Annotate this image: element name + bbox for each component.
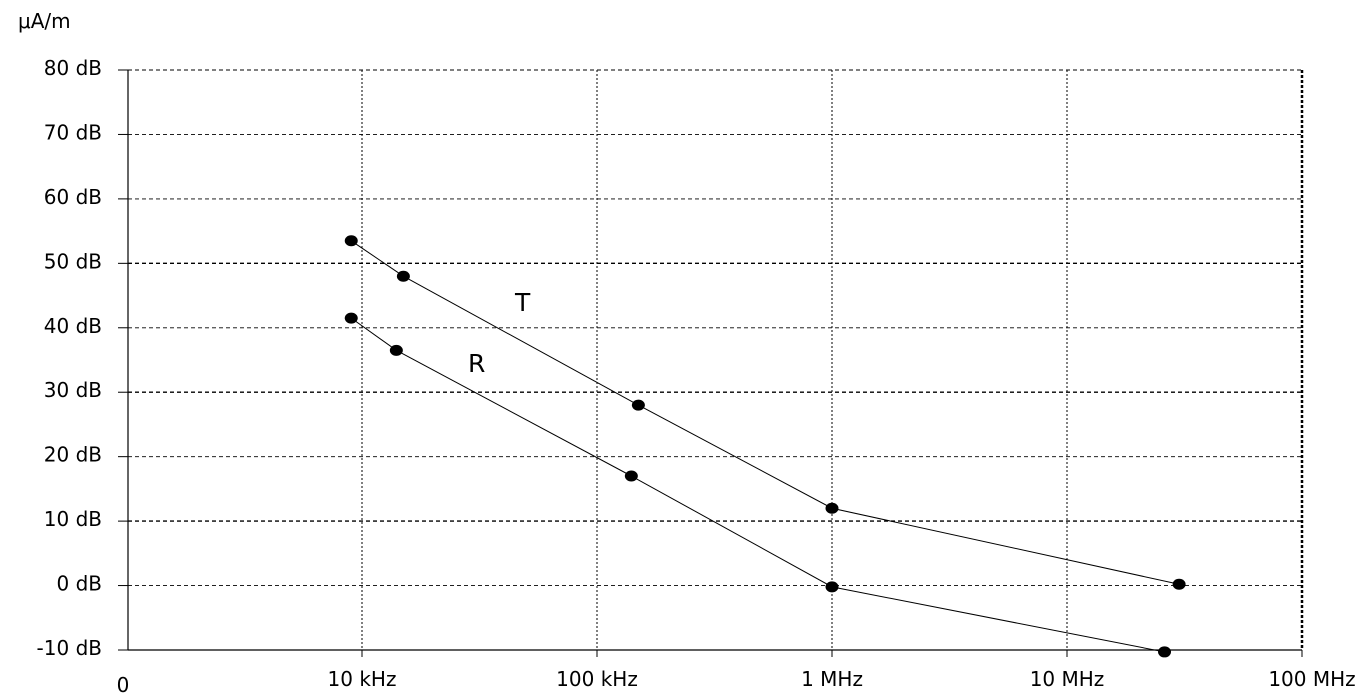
data-point (825, 502, 839, 514)
y-tick-label: 50 dB (44, 249, 102, 273)
y-tick-label: 70 dB (44, 120, 102, 144)
axes (118, 69, 1303, 657)
y-tick-label: 0 dB (57, 572, 103, 596)
data-point (631, 399, 645, 411)
tick-labels: 80 dB 70 dB 60 dB 50 dB 40 dB 30 dB 20 dB 10 dB… (37, 56, 1356, 697)
grid (128, 69, 1304, 650)
y-tick-label: 80 dB (44, 56, 102, 80)
data-point (389, 344, 403, 356)
y-tick-label: 20 dB (44, 443, 102, 467)
y-tick-label: 40 dB (44, 314, 102, 338)
x-tick-label: 0 (117, 673, 130, 697)
series: TR (344, 235, 1186, 658)
y-tick-label: 10 dB (44, 507, 102, 531)
x-tick-label: 10 MHz (1030, 667, 1105, 691)
x-tick-label: 100 MHz (1268, 667, 1355, 691)
y-tick-label: 60 dB (44, 185, 102, 209)
data-point (1158, 646, 1172, 658)
series-line-T (350, 240, 1180, 585)
x-tick-label: 1 MHz (801, 667, 863, 691)
x-tick-label: 10 kHz (328, 667, 397, 691)
data-point (344, 312, 358, 324)
y-tick-label: 30 dB (44, 378, 102, 402)
y-tick-label: -10 dB (37, 636, 102, 660)
x-tick-label: 100 kHz (556, 667, 638, 691)
series-label-T: T (514, 288, 531, 317)
data-point (1172, 578, 1186, 590)
data-point (396, 270, 410, 282)
data-point (825, 581, 839, 593)
data-point (344, 235, 358, 247)
data-point (624, 470, 638, 482)
series-label-R: R (468, 349, 485, 378)
y-axis-label: μA/m (18, 9, 71, 33)
